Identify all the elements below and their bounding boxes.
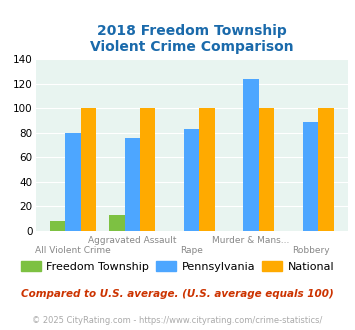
Text: Compared to U.S. average. (U.S. average equals 100): Compared to U.S. average. (U.S. average … [21, 289, 334, 299]
Bar [318, 109, 334, 231]
Bar [50, 221, 65, 231]
Text: Murder & Mans...: Murder & Mans... [212, 236, 290, 245]
Legend: Freedom Township, Pennsylvania, National: Freedom Township, Pennsylvania, National [16, 256, 339, 276]
Bar [259, 109, 274, 231]
Bar [140, 109, 155, 231]
Text: Aggravated Assault: Aggravated Assault [88, 236, 176, 245]
Bar [65, 133, 81, 231]
Text: Robbery: Robbery [292, 246, 329, 255]
Bar [125, 138, 140, 231]
Bar [244, 79, 259, 231]
Text: Rape: Rape [180, 246, 203, 255]
Title: 2018 Freedom Township
Violent Crime Comparison: 2018 Freedom Township Violent Crime Comp… [90, 24, 294, 54]
Bar [184, 129, 200, 231]
Text: © 2025 CityRating.com - https://www.cityrating.com/crime-statistics/: © 2025 CityRating.com - https://www.city… [32, 316, 323, 325]
Text: All Violent Crime: All Violent Crime [35, 246, 111, 255]
Bar [303, 122, 318, 231]
Bar [81, 109, 96, 231]
Bar [200, 109, 215, 231]
Bar [109, 215, 125, 231]
